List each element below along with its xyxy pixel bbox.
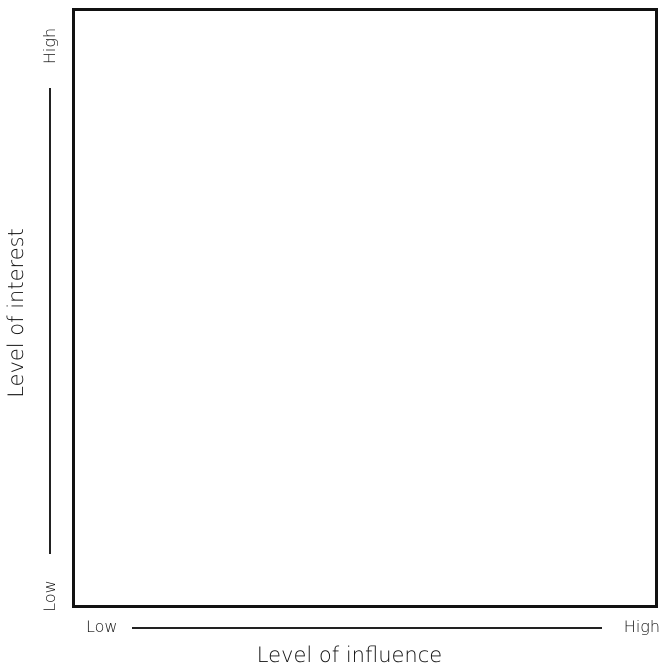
y-axis-high-label: High: [40, 27, 59, 65]
y-axis-title: Level of interest: [4, 228, 28, 398]
y-axis-line: [49, 88, 51, 554]
x-axis-high-label: High: [623, 617, 660, 636]
x-axis-low-label: Low: [86, 617, 118, 636]
matrix-frame: [72, 8, 658, 608]
y-axis-title-wrap: Level of interest: [0, 228, 36, 398]
x-axis-line: [132, 627, 602, 629]
y-axis-low-label: Low: [40, 580, 59, 612]
x-axis-title: Level of influence: [256, 643, 443, 667]
y-axis-indicator: High Low: [38, 28, 62, 612]
x-axis-indicator: Low High: [86, 615, 660, 639]
